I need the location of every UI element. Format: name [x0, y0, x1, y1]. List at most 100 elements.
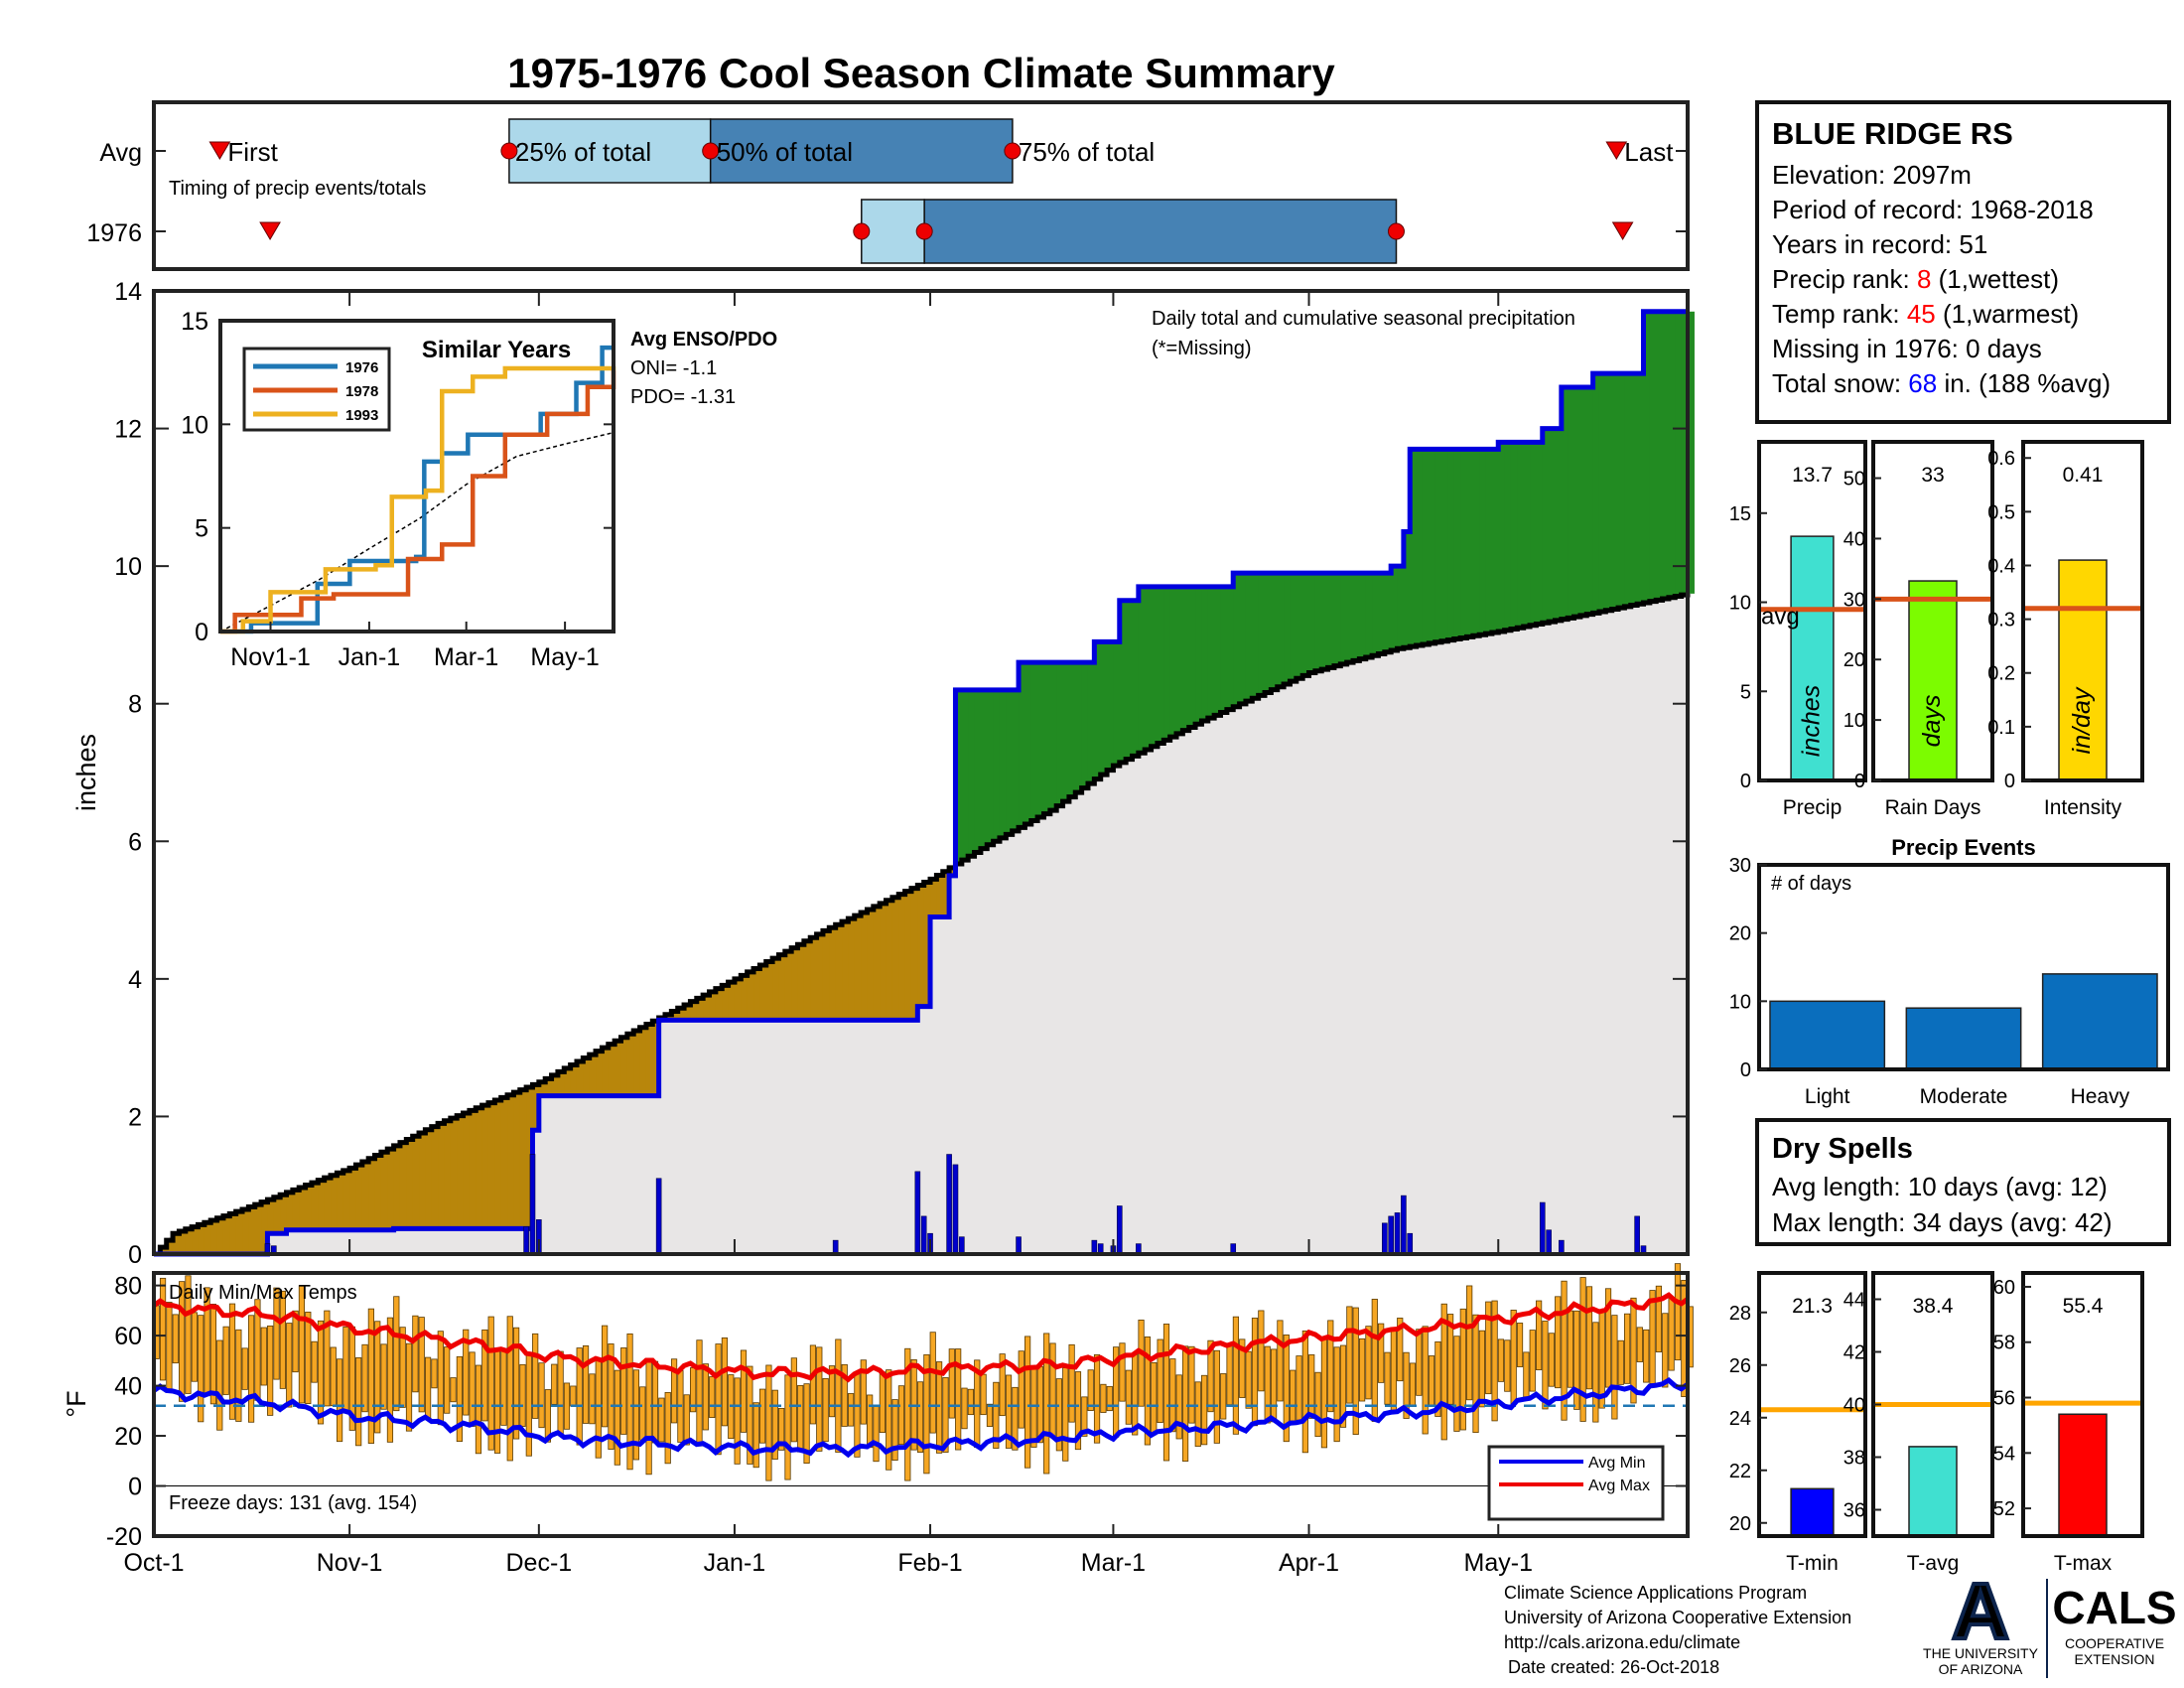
below-avg-area: [500, 1097, 508, 1229]
below-avg-area: [444, 1120, 452, 1229]
below-avg-area: [513, 1092, 521, 1229]
enso-oni: ONI= -1.1: [630, 357, 717, 379]
daily-temp-bar: [809, 1344, 817, 1425]
timing-avg-p50-marker: [702, 142, 720, 160]
above-avg-area: [1245, 573, 1253, 702]
daily-temp-bar: [1062, 1367, 1069, 1462]
daily-temp-bar: [1536, 1300, 1543, 1371]
precip-ytick-label: 12: [114, 416, 142, 444]
daily-temp-bar: [867, 1394, 874, 1449]
below-avg-area: [728, 982, 736, 1021]
below-avg-area: [526, 1086, 534, 1229]
daily-precip-bar: [914, 1171, 921, 1255]
temp-ytick-label: 60: [114, 1323, 142, 1350]
daily-temp-bar: [1213, 1349, 1220, 1444]
figure-title: 1975-1976 Cool Season Climate Summary: [507, 50, 1335, 96]
above-avg-area: [1605, 373, 1613, 611]
above-avg-area: [1624, 373, 1632, 607]
above-avg-area: [1340, 573, 1348, 664]
above-avg-area: [974, 689, 982, 853]
intensity-summary-ytick-label: 0.3: [1987, 610, 2015, 632]
below-avg-area: [204, 1222, 211, 1254]
daily-temp-bar: [1579, 1277, 1586, 1422]
below-avg-area: [166, 1240, 174, 1254]
daily-temp-bar: [241, 1347, 248, 1390]
temp-xtick-label: Dec-1: [505, 1549, 572, 1577]
above-avg-area: [1037, 662, 1045, 818]
daily-temp-bar: [500, 1347, 507, 1426]
above-avg-area: [1403, 531, 1411, 648]
tmin-summary-ytick-label: 24: [1729, 1408, 1751, 1430]
tavg-summary-ytick-label: 42: [1843, 1342, 1865, 1364]
similar-years-legend-1978: 1978: [345, 383, 378, 400]
intensity-summary-ytick-label: 0: [2004, 771, 2015, 792]
below-avg-area: [431, 1126, 439, 1229]
below-avg-area: [185, 1228, 193, 1254]
below-avg-area: [626, 1034, 634, 1096]
daily-temp-bar: [1132, 1353, 1139, 1436]
daily-temp-bar: [1668, 1297, 1675, 1371]
below-avg-area: [545, 1078, 553, 1096]
above-avg-area: [1290, 573, 1297, 682]
below-avg-area: [494, 1099, 502, 1229]
below-avg-area: [829, 927, 837, 1021]
daily-temp-bar: [1548, 1333, 1555, 1387]
daily-temp-bar: [1403, 1351, 1410, 1419]
below-avg-area: [873, 906, 881, 1021]
below-avg-area: [192, 1226, 200, 1254]
precip-events-panel: Precip Events # of days Light Moderate Heavy…: [1729, 835, 2170, 1108]
daily-temp-bar: [405, 1342, 413, 1432]
tmin-summary-frame: [1757, 1271, 1867, 1538]
above-avg-area: [1498, 442, 1506, 632]
daily-temp-bar: [608, 1343, 614, 1450]
daily-temp-bar: [740, 1349, 748, 1433]
above-avg-area: [1233, 573, 1241, 707]
rain-days-summary-ytick-label: 30: [1843, 589, 1865, 611]
daily-temp-bar: [1283, 1335, 1290, 1443]
daily-temp-bar: [324, 1310, 331, 1407]
precip-events-ytick-label: 0: [1740, 1059, 1751, 1081]
below-avg-area: [671, 1011, 679, 1021]
daily-temp-bar: [1005, 1374, 1013, 1449]
daily-temp-bar: [1201, 1374, 1208, 1446]
daily-temp-bar: [651, 1360, 659, 1444]
daily-temp-bar: [412, 1315, 419, 1393]
enso-title: Avg ENSO/PDO: [630, 329, 777, 351]
daily-temp-bar: [1446, 1314, 1454, 1405]
inset-ytick-label: 5: [195, 515, 208, 543]
precip-summary-bar: [1790, 535, 1835, 781]
daily-temp-bar: [873, 1405, 880, 1463]
tavg-summary-ytick-label: 40: [1843, 1395, 1865, 1417]
temp-summary-bars: 20 22 24 26 28 21.3 T-min 36 38 40 42 44 38.4 T-avg 52…: [1729, 1271, 2144, 1575]
daily-temp-bar: [942, 1377, 949, 1453]
below-avg-area: [342, 1170, 350, 1230]
daily-temp-bar: [790, 1357, 797, 1443]
temp-xtick-label: Jan-1: [704, 1549, 766, 1577]
daily-temp-bar: [204, 1287, 210, 1397]
above-avg-area: [980, 689, 988, 849]
precip-summary-frame: [1757, 440, 1867, 782]
daily-temp-bar: [1529, 1330, 1536, 1392]
cumulative-precip-panel: 0 2 4 6 8 10 12 14 inches Daily total and cumul…: [71, 278, 1695, 1269]
below-avg-area: [254, 1204, 262, 1254]
timing-avg-second-quarter-span: [709, 118, 1014, 184]
below-avg-area: [589, 1055, 597, 1096]
timing-caption: Timing of precip events/totals: [169, 178, 426, 200]
timing-1976-p75-marker: [1387, 222, 1405, 240]
precip-events-frame: [1757, 863, 2170, 1071]
dry-spells-avg: Avg length: 10 days (avg: 12): [1772, 1172, 2108, 1201]
below-avg-area: [835, 924, 843, 1021]
precip-events-bar-light: [1769, 1000, 1886, 1070]
above-avg-area: [987, 689, 995, 845]
above-avg-area: [1416, 449, 1424, 646]
rain-days-summary-ytick-label: 10: [1843, 710, 1865, 732]
daily-temp-bar: [1346, 1306, 1353, 1404]
below-avg-area: [741, 975, 749, 1021]
above-avg-area: [1119, 600, 1127, 763]
above-avg-area: [1365, 573, 1373, 657]
daily-temp-bar: [1365, 1326, 1372, 1400]
daily-temp-bar: [298, 1285, 306, 1404]
daily-temp-bar: [1012, 1386, 1019, 1451]
precip-ytick-label: 10: [114, 553, 142, 581]
dry-spells-box: Dry Spells Avg length: 10 days (avg: 12)…: [1755, 1118, 2171, 1246]
